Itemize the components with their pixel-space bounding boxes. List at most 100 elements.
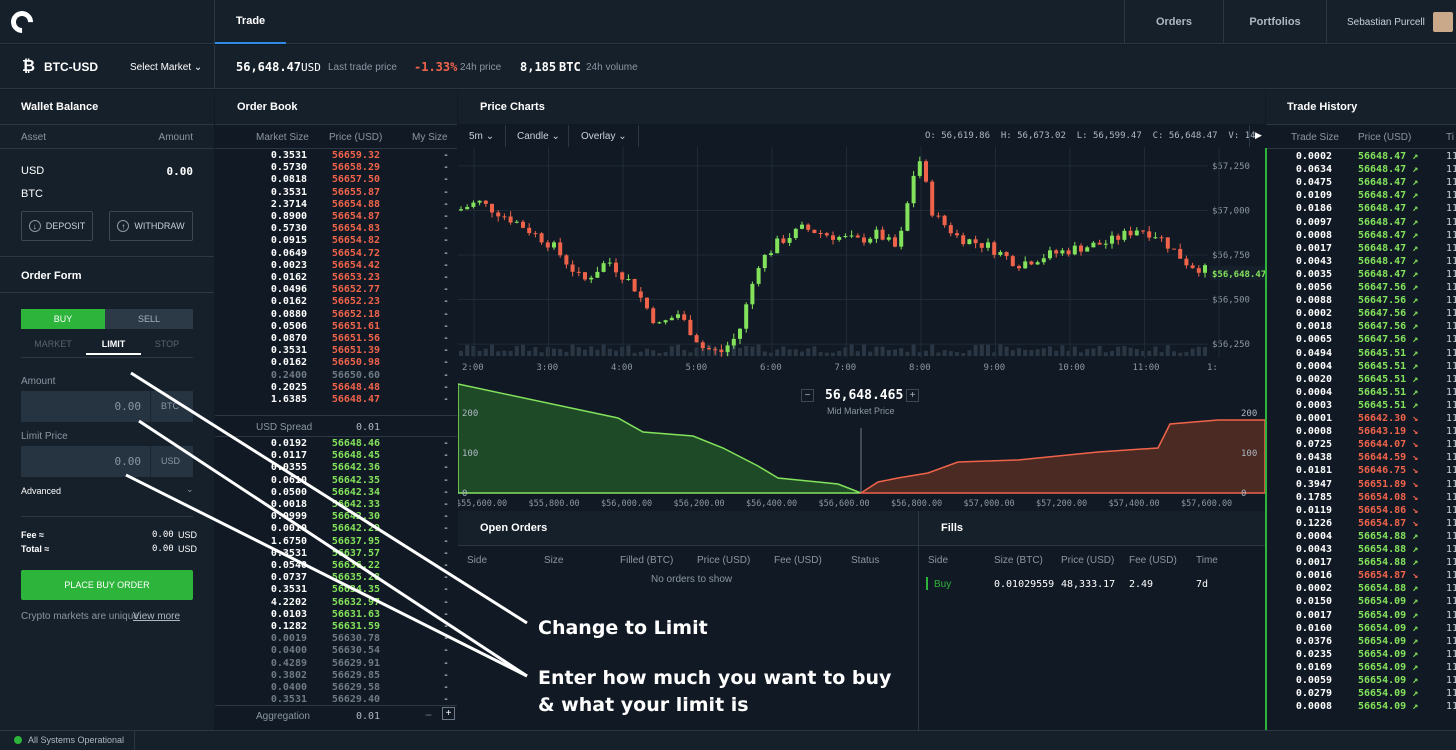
volume-bar [1178, 352, 1183, 356]
bid-row[interactable]: 0.3531 56637.57 - [216, 548, 457, 560]
ask-row[interactable]: 0.2025 56648.48 - [216, 382, 457, 394]
candle [986, 242, 990, 248]
view-more-link[interactable]: View more [133, 611, 181, 622]
ask-row[interactable]: 1.6385 56648.47 - [216, 394, 457, 406]
ask-row[interactable]: 0.5730 56658.29 - [216, 162, 457, 174]
bid-row[interactable]: 0.0010 56642.29 - [216, 523, 457, 535]
divider [1266, 124, 1456, 125]
stop-tab[interactable]: STOP [154, 339, 180, 349]
deposit-button[interactable]: ↓ DEPOSIT [21, 211, 93, 241]
candle [1048, 250, 1052, 259]
withdraw-button[interactable]: ↑ WITHDRAW [109, 211, 193, 241]
depth-x-label: $56,600.00 [819, 499, 870, 509]
candle [800, 224, 804, 229]
user-menu[interactable]: Sebastian Purcell [1327, 0, 1456, 44]
buy-tab[interactable]: BUY [21, 309, 105, 329]
select-market-dropdown[interactable]: Select Market ⌄ [130, 62, 202, 73]
candle [552, 242, 556, 248]
bid-row[interactable]: 0.0610 56642.35 - [216, 475, 457, 487]
candle [973, 239, 978, 244]
volume-bar [676, 344, 680, 356]
ask-row[interactable]: 0.0496 56652.77 - [216, 284, 457, 296]
bid-row[interactable]: 0.0737 56635.28 - [216, 572, 457, 584]
trade-row: 0.0186 56648.47 ↗ 11:5 [1266, 202, 1456, 215]
ask-row[interactable]: 0.0915 56654.82 - [216, 235, 457, 247]
divider [215, 705, 457, 706]
bid-row[interactable]: 0.0019 56630.78 - [216, 633, 457, 645]
arrow-amount [138, 419, 528, 678]
amount-label: Amount [21, 376, 56, 387]
trade-time: 11:5 [1446, 622, 1456, 634]
trade-price: 56648.47 ↗ [1358, 164, 1419, 176]
bid-row[interactable]: 0.0117 56648.45 - [216, 450, 457, 462]
ask-row[interactable]: 2.3714 56654.88 - [216, 199, 457, 211]
trade-price: 56654.09 ↗ [1358, 622, 1419, 634]
limit-tab[interactable]: LIMIT [86, 339, 141, 355]
bid-row[interactable]: 0.0018 56642.33 - [216, 499, 457, 511]
bid-row[interactable]: 1.6750 56637.95 - [216, 536, 457, 548]
ask-row[interactable]: 0.3531 56651.39 - [216, 345, 457, 357]
candle [694, 335, 699, 343]
divider [21, 357, 193, 358]
limit-price-input[interactable]: 0.00 USD [21, 446, 193, 477]
sell-tab[interactable]: SELL [105, 309, 193, 329]
market-tab[interactable]: MARKET [34, 339, 72, 349]
candle [1128, 230, 1133, 236]
candle [1072, 245, 1077, 255]
ask-row[interactable]: 0.3531 56659.32 - [216, 150, 457, 162]
aggregation-minus-button[interactable]: − [425, 708, 433, 722]
tab-portfolios[interactable]: Portfolios [1249, 16, 1301, 28]
bid-row[interactable]: 0.3531 56629.40 - [216, 694, 457, 706]
volume-bar [874, 346, 879, 356]
ask-row[interactable]: 0.5730 56654.83 - [216, 223, 457, 235]
chevron-down-icon[interactable]: ⌄ [186, 484, 194, 494]
mid-minus-button[interactable]: − [801, 389, 814, 402]
ask-row[interactable]: 0.0880 56652.18 - [216, 309, 457, 321]
candle [521, 221, 525, 228]
tab-orders[interactable]: Orders [1155, 16, 1193, 28]
ask-row[interactable]: 0.3531 56655.87 - [216, 187, 457, 199]
bid-row[interactable]: 0.0355 56642.36 - [216, 462, 457, 474]
download-icon: ↓ [28, 220, 41, 232]
bid-row[interactable]: 0.4289 56629.91 - [216, 658, 457, 670]
chart-type-select[interactable]: Candle ⌄ [517, 131, 560, 142]
bid-row[interactable]: 0.0400 56629.58 - [216, 682, 457, 694]
trade-size: 0.0056 [1295, 282, 1332, 293]
ask-row[interactable]: 0.0649 56654.72 - [216, 248, 457, 260]
tab-trade[interactable]: Trade [215, 0, 286, 44]
overlay-select[interactable]: Overlay ⌄ [581, 131, 627, 142]
bid-row[interactable]: 0.0540 56636.22 - [216, 560, 457, 572]
volume-bar [831, 352, 835, 356]
ask-row[interactable]: 0.0162 56650.98 - [216, 357, 457, 369]
volume-bar [762, 351, 767, 356]
bid-row[interactable]: 0.0192 56648.46 - [216, 438, 457, 450]
bid-row[interactable]: 4.2202 56632.97 - [216, 597, 457, 609]
trade-price: 56654.86 ↘ [1358, 504, 1419, 516]
amount-input[interactable]: 0.00 BTC [21, 391, 193, 422]
aggregation-plus-button[interactable]: + [442, 707, 455, 720]
bid-my-size: - [442, 560, 449, 571]
bid-row[interactable]: 0.0400 56630.54 - [216, 645, 457, 657]
ask-row[interactable]: 0.0870 56651.56 - [216, 333, 457, 345]
place-buy-order-button[interactable]: PLACE BUY ORDER [21, 570, 193, 600]
fill-size: 0.01029559 [994, 579, 1055, 590]
ask-row[interactable]: 0.0162 56653.23 - [216, 272, 457, 284]
bid-row[interactable]: 0.0500 56642.34 - [216, 487, 457, 499]
ask-row[interactable]: 0.0023 56654.42 - [216, 260, 457, 272]
interval-select[interactable]: 5m ⌄ [469, 131, 494, 142]
bid-row[interactable]: 0.3802 56629.85 - [216, 670, 457, 682]
bid-row[interactable]: 0.1282 56631.59 - [216, 621, 457, 633]
no-orders-text: No orders to show [651, 574, 733, 585]
candlestick-chart[interactable]: $57,250 $57,000 $56,750 $56,500 $56,250 2:00 3… [458, 147, 1265, 378]
mid-plus-button[interactable]: + [906, 389, 919, 402]
ask-row[interactable]: 0.0506 56651.61 - [216, 321, 457, 333]
ask-row[interactable]: 0.0162 56652.23 - [216, 296, 457, 308]
bid-row[interactable]: 0.0103 56631.63 - [216, 609, 457, 621]
ask-row[interactable]: 0.2400 56650.60 - [216, 370, 457, 382]
play-icon[interactable]: ▶ [1255, 130, 1262, 140]
ask-row[interactable]: 0.8900 56654.87 - [216, 211, 457, 223]
advanced-toggle[interactable]: Advanced [21, 486, 62, 496]
ask-size: 0.5730 [270, 162, 307, 174]
ask-row[interactable]: 0.0818 56657.50 - [216, 174, 457, 186]
